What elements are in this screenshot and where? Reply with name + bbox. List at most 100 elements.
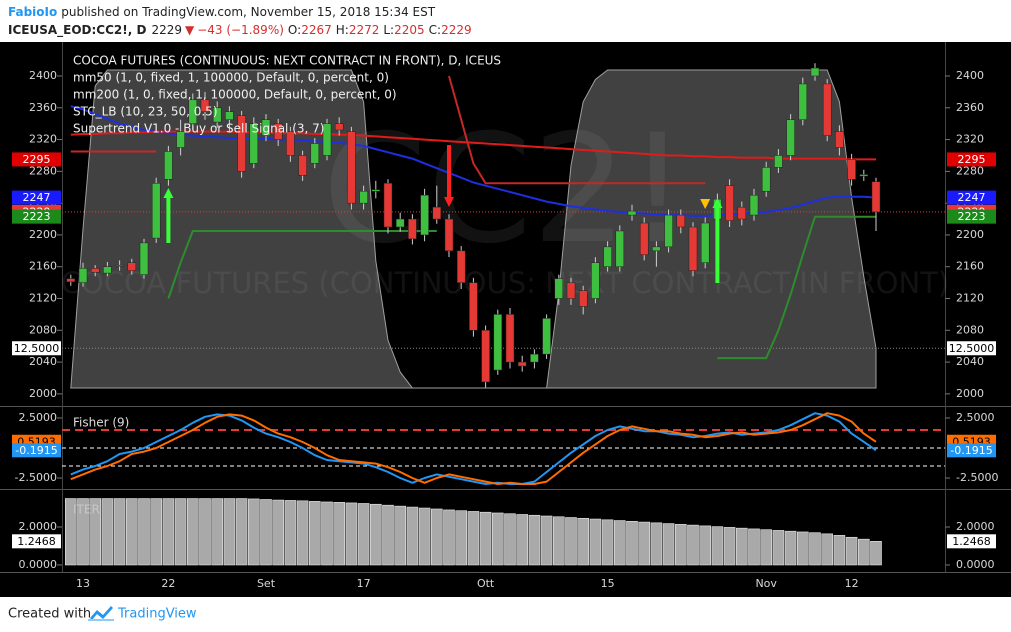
legend-entry: STC_LB (10, 23, 50, 0.5) [73, 105, 218, 119]
last-value-box [947, 341, 996, 356]
bar [565, 517, 577, 566]
bar [687, 524, 699, 566]
candle-body [225, 111, 234, 120]
last-value-box [947, 534, 996, 549]
last-value-box [947, 443, 996, 458]
x-tick-label: 22 [161, 577, 175, 590]
bar [357, 503, 370, 566]
bar [748, 528, 760, 566]
bar [796, 531, 809, 566]
candle-body [286, 131, 295, 156]
last-value-box [12, 190, 61, 205]
last-value-label: 2247 [958, 191, 986, 204]
candle-body [212, 107, 222, 123]
last-value-box [12, 209, 61, 224]
moving-average [70, 130, 876, 161]
bar [650, 522, 663, 566]
candle-body [176, 131, 185, 148]
bar [333, 502, 346, 566]
bar [65, 498, 77, 566]
candle-body [78, 268, 88, 283]
tradingview-logo [88, 606, 114, 621]
candle-body [798, 83, 808, 120]
sell-signal-arrow [444, 145, 454, 207]
bar [540, 515, 553, 566]
ohlc-key: H: [336, 23, 349, 37]
bar [809, 532, 821, 566]
candle-body [371, 189, 381, 192]
y-tick-label: 2040 [29, 355, 57, 368]
quote-line: ICEUSA_EOD:CC2!, D 2229 ▼ −43 (−1.89%) O:226… [8, 23, 472, 38]
bar [455, 510, 468, 566]
candle-body [627, 210, 637, 216]
y-tick-label: 2080 [29, 323, 57, 336]
y-tick-label: 2160 [29, 260, 57, 273]
candle-body [505, 314, 515, 363]
last-value-box [12, 152, 61, 167]
last-value-label: 2295 [23, 153, 51, 166]
symbol: ICEUSA_EOD:CC2!, D [8, 23, 146, 38]
candle-body [90, 268, 100, 273]
bar [77, 498, 89, 566]
candle-body [432, 206, 442, 220]
last-value-label: 2247 [23, 191, 51, 204]
y-tick-label: 2160 [956, 260, 984, 273]
bar [870, 541, 882, 566]
candle-body [725, 185, 734, 221]
y-tick-label: 2040 [956, 355, 984, 368]
bar [504, 513, 516, 566]
x-tick-label: Set [257, 577, 276, 590]
bar [443, 509, 455, 566]
candle-body [859, 174, 869, 177]
y-tick-label: 2.0000 [956, 520, 995, 533]
candle-body [249, 123, 259, 164]
last-value-box [947, 152, 996, 167]
x-tick-label: 13 [76, 577, 90, 590]
last-value-label: 2295 [958, 153, 986, 166]
bar [784, 530, 797, 566]
candle-body [115, 264, 124, 267]
bar [248, 498, 260, 566]
candle-body [469, 282, 478, 331]
last-value-box [12, 443, 61, 458]
y-tick-label: 2360 [29, 101, 57, 114]
candle-body [322, 123, 332, 156]
bar [223, 498, 236, 566]
y-tick-label: 2400 [956, 69, 984, 82]
bar [516, 514, 529, 566]
fisher-line [70, 412, 877, 485]
candle-body [639, 222, 649, 256]
x-tick-label: 17 [357, 577, 371, 590]
bar [296, 500, 309, 566]
candle-body [542, 318, 551, 355]
candle-body [700, 222, 710, 263]
y-tick-label: 0.0000 [19, 558, 58, 571]
candle-body [139, 242, 149, 275]
candle-body [164, 151, 173, 180]
bar [430, 508, 443, 566]
y-tick-label: 2120 [956, 292, 984, 305]
bar [162, 498, 175, 566]
last-value-box [12, 341, 61, 356]
candle-body [664, 214, 673, 248]
ohlc-key: L: [383, 23, 394, 37]
y-tick-label: 2280 [956, 164, 984, 177]
candle-body [676, 214, 686, 228]
legend-entry: Supertrend V1.0 - Buy or Sell Signal (3,… [73, 122, 324, 136]
last-value-box [947, 209, 996, 224]
published: published on TradingView.com, November 1… [61, 5, 436, 19]
signal-triangle [700, 199, 711, 209]
logo-shape [90, 606, 113, 620]
candle-body [420, 194, 429, 236]
bar [235, 498, 248, 566]
candle-body [383, 183, 393, 228]
ohlc-key: C: [429, 23, 441, 37]
bar [857, 538, 870, 566]
last-value-label: 1.2468 [952, 535, 991, 548]
candle-body [456, 250, 466, 283]
ohlc-value: 2267 [301, 23, 332, 37]
candle-body [261, 119, 271, 136]
y-tick-label: 2.0000 [19, 520, 58, 533]
y-tick-label: 2000 [956, 387, 984, 400]
